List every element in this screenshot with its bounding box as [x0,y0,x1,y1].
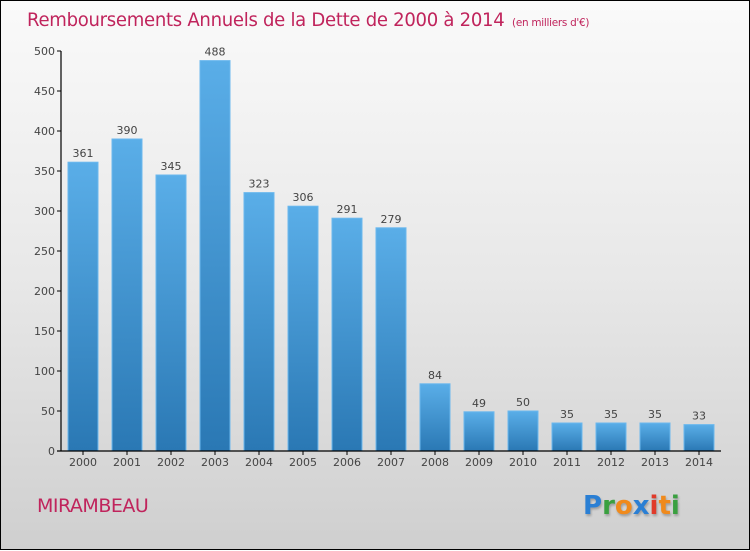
x-tick-label-2007: 2007 [377,456,405,469]
bar-2008 [419,383,451,452]
bar-2005 [287,205,319,452]
logo-letter: r [602,491,615,521]
bar-2010 [507,410,539,452]
value-label-2002: 345 [161,160,182,173]
bar-2003 [199,60,231,452]
x-tick-label-2011: 2011 [553,456,581,469]
y-tick-label-100: 100 [34,365,55,378]
bar-2001 [111,138,143,452]
x-tick-label-2005: 2005 [289,456,317,469]
value-label-2014: 33 [692,410,706,423]
proxiti-logo: Proxiti [583,491,680,521]
y-tick-label-400: 400 [34,125,55,138]
value-label-2011: 35 [560,408,574,421]
value-label-2005: 306 [293,191,314,204]
x-tick-label-2006: 2006 [333,456,361,469]
city-name: MIRAMBEAU [37,495,149,517]
chart-subtitle: (en milliers d'€) [512,16,590,29]
value-label-2007: 279 [381,213,402,226]
value-label-2001: 390 [117,124,138,137]
value-label-2012: 35 [604,408,618,421]
logo-letter: t [658,491,671,521]
x-tick-label-2009: 2009 [465,456,493,469]
y-tick-label-200: 200 [34,285,55,298]
value-label-2004: 323 [249,178,270,191]
x-tick-label-2001: 2001 [113,456,141,469]
x-tick-label-2014: 2014 [685,456,713,469]
bar-2007 [375,227,407,452]
bar-2004 [243,192,275,452]
x-tick-label-2002: 2002 [157,456,185,469]
logo-letter: i [649,491,659,521]
bar-2000 [67,161,99,452]
logo-letter: P [583,491,603,521]
bar-2002 [155,174,187,452]
x-tick-label-2004: 2004 [245,456,273,469]
y-tick-label-0: 0 [48,445,55,458]
x-tick-label-2003: 2003 [201,456,229,469]
y-tick-label-50: 50 [41,405,55,418]
x-tick-label-2008: 2008 [421,456,449,469]
y-tick-label-250: 250 [34,245,55,258]
bar-2009 [463,411,495,452]
bar-2014 [683,424,715,452]
logo-letter: o [614,491,633,521]
value-label-2008: 84 [428,369,442,382]
x-tick-label-2013: 2013 [641,456,669,469]
y-tick-label-500: 500 [34,45,55,58]
bar-2012 [595,422,627,452]
chart-title: Remboursements Annuels de la Dette de 20… [27,9,589,31]
x-tick-label-2010: 2010 [509,456,537,469]
bar-2013 [639,422,671,452]
y-tick-label-450: 450 [34,85,55,98]
bar-2011 [551,422,583,452]
value-label-2010: 50 [516,396,530,409]
y-tick-label-350: 350 [34,165,55,178]
y-tick-label-150: 150 [34,325,55,338]
x-tick-label-2012: 2012 [597,456,625,469]
value-label-2003: 488 [205,46,226,59]
logo-letter: x [632,491,650,521]
value-label-2013: 35 [648,408,662,421]
bar-2006 [331,217,363,452]
value-label-2006: 291 [337,203,358,216]
x-tick-label-2000: 2000 [69,456,97,469]
y-tick-label-300: 300 [34,205,55,218]
logo-letter: i [670,491,680,521]
value-label-2000: 361 [73,147,94,160]
title-text: Remboursements Annuels de la Dette de 20… [27,9,505,31]
value-label-2009: 49 [472,397,486,410]
